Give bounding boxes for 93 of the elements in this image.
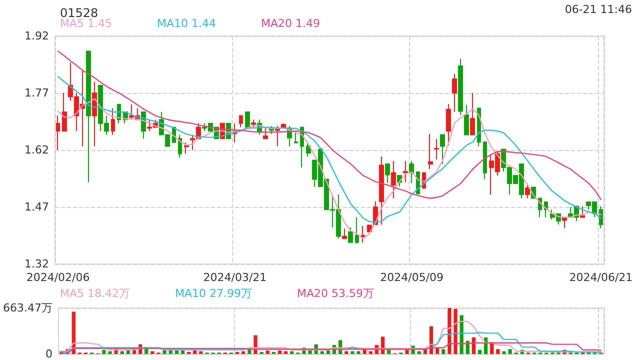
text: MA5 18.42万: [60, 287, 130, 300]
bar: [320, 351, 324, 354]
candlestick: [562, 218, 567, 229]
candlestick: [306, 142, 311, 157]
bar: [472, 337, 476, 354]
bar: [508, 349, 512, 354]
y-tick-label: 663.47万: [2, 302, 52, 314]
text: MA10 27.99万: [175, 287, 252, 300]
bar: [344, 351, 348, 354]
candlestick: [184, 142, 189, 154]
chart-title: 01528: [60, 6, 98, 20]
x-tick-label: 2024/05/09: [380, 271, 444, 284]
text: MA20 53.59万: [297, 287, 374, 300]
candlestick: [446, 104, 451, 146]
bar: [242, 351, 246, 354]
bar: [108, 351, 112, 354]
bar: [284, 351, 288, 354]
candlestick: [251, 119, 256, 128]
bar: [496, 349, 500, 354]
candlestick: [355, 216, 359, 244]
candlestick: [580, 206, 585, 218]
bar: [102, 350, 106, 354]
bar: [266, 350, 270, 354]
bar: [405, 350, 409, 354]
text: 06-21 11:46: [564, 3, 632, 16]
bar: [120, 351, 124, 354]
bar: [162, 350, 166, 354]
y-tick-label: 1.92: [24, 30, 49, 42]
candlestick: [111, 108, 115, 136]
bar: [387, 350, 391, 354]
x-tick-label: 2024/02/06: [26, 271, 90, 284]
bar: [199, 351, 203, 354]
bar: [460, 315, 464, 354]
bar: [350, 351, 354, 354]
candlestick: [294, 132, 298, 144]
candlestick: [92, 81, 97, 147]
x-tick-label: 2024/03/21: [203, 271, 267, 284]
candlestick: [434, 138, 439, 160]
candlestick: [379, 156, 384, 225]
text: MA20 1.49: [261, 17, 320, 30]
line-series: [57, 98, 602, 240]
bar: [168, 350, 172, 354]
y-tick-label: 0: [45, 348, 52, 360]
candlestick: [483, 142, 487, 180]
bar: [278, 350, 282, 354]
bar: [326, 350, 330, 354]
candlestick: [281, 122, 286, 128]
candlestick: [62, 92, 67, 132]
bar: [442, 349, 446, 354]
line-series: [57, 76, 602, 223]
bar: [417, 351, 421, 354]
candlestick: [86, 50, 91, 183]
bar: [150, 351, 154, 354]
x-tick-label: 2024/06/21: [569, 271, 633, 284]
candlestick: [403, 160, 408, 183]
candlestick: [464, 104, 469, 136]
bar: [502, 351, 506, 354]
candlestick: [348, 227, 353, 243]
candlestick: [409, 160, 414, 184]
candlestick: [525, 182, 530, 199]
candlestick: [263, 126, 268, 140]
y-tick-label: 1.62: [24, 144, 49, 156]
y-tick-label: 1.77: [24, 86, 49, 100]
candlestick: [178, 134, 182, 158]
candlestick: [391, 160, 396, 199]
candlestick: [458, 58, 463, 116]
line-series: [60, 320, 602, 354]
candlestick: [361, 226, 365, 243]
bar: [174, 350, 178, 354]
bar: [290, 351, 294, 354]
line-series: [57, 50, 602, 200]
text: MA10 1.44: [157, 17, 216, 30]
bar: [126, 350, 130, 354]
candlestick: [56, 115, 60, 150]
bar: [454, 308, 458, 354]
candlestick: [452, 74, 457, 112]
candlestick: [599, 206, 603, 229]
candlestick: [470, 92, 475, 136]
candlestick: [428, 134, 433, 170]
candlestick: [239, 115, 243, 128]
bar: [356, 351, 360, 354]
y-tick-label: 1.32: [24, 258, 49, 270]
candlestick: [440, 134, 445, 165]
bar: [478, 350, 482, 354]
bar: [448, 308, 452, 354]
candlestick: [275, 126, 280, 147]
candlestick: [342, 228, 347, 240]
candlestick: [245, 112, 250, 128]
candlestick: [385, 164, 390, 184]
bar: [368, 351, 372, 354]
text: MA5 1.45: [60, 17, 112, 30]
line-series: [60, 342, 602, 354]
y-tick-label: 1.47: [24, 200, 49, 214]
